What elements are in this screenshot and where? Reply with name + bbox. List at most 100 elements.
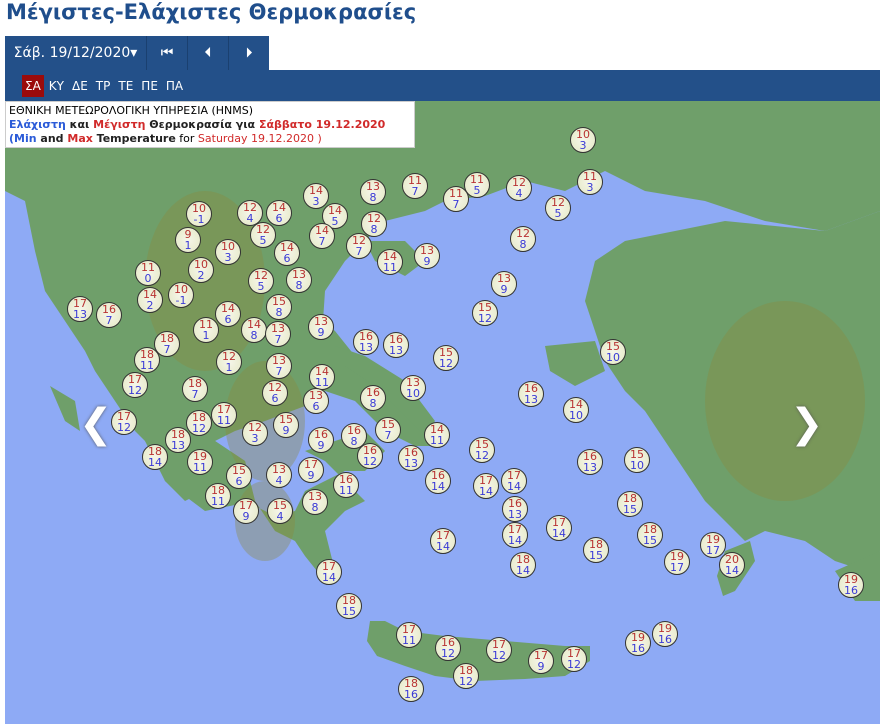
station-marker[interactable]: 17 11	[211, 402, 237, 428]
station-marker[interactable]: 18 15	[336, 593, 362, 619]
station-marker[interactable]: 14 8	[241, 317, 267, 343]
station-marker[interactable]: 18 7	[182, 376, 208, 402]
station-marker[interactable]: 13 9	[491, 271, 517, 297]
station-marker[interactable]: 17 14	[502, 522, 528, 548]
station-marker[interactable]: 17 12	[111, 409, 137, 435]
tab-day-wed[interactable]: ΤΕ	[118, 78, 134, 93]
station-marker[interactable]: 17 9	[298, 457, 324, 483]
station-marker[interactable]: 15 7	[375, 417, 401, 443]
first-day-button[interactable]: ⏮	[147, 36, 188, 70]
station-marker[interactable]: 17 12	[122, 372, 148, 398]
station-marker[interactable]: 13 4	[266, 462, 292, 488]
station-marker[interactable]: 18 14	[142, 444, 168, 470]
station-marker[interactable]: 11 0	[135, 260, 161, 286]
station-marker[interactable]: 16 12	[435, 635, 461, 661]
station-marker[interactable]: 12 8	[361, 211, 387, 237]
station-marker[interactable]: 18 13	[165, 427, 191, 453]
station-marker[interactable]: 15 6	[226, 463, 252, 489]
station-marker[interactable]: 14 3	[303, 183, 329, 209]
station-marker[interactable]: 13 8	[286, 267, 312, 293]
station-marker[interactable]: 14 11	[309, 364, 335, 390]
station-marker[interactable]: 13 8	[360, 179, 386, 205]
station-marker[interactable]: 12 7	[346, 233, 372, 259]
station-marker[interactable]: 15 12	[469, 437, 495, 463]
station-marker[interactable]: 14 2	[137, 287, 163, 313]
station-marker[interactable]: 18 15	[637, 522, 663, 548]
station-marker[interactable]: 14 11	[377, 249, 403, 275]
station-marker[interactable]: 16 13	[502, 496, 528, 522]
next-map-arrow[interactable]: ❯	[790, 401, 824, 447]
station-marker[interactable]: 18 12	[453, 663, 479, 689]
station-marker[interactable]: 12 5	[250, 222, 276, 248]
station-marker[interactable]: 15 12	[472, 300, 498, 326]
station-marker[interactable]: 13 9	[414, 243, 440, 269]
station-marker[interactable]: 16 13	[518, 381, 544, 407]
station-marker[interactable]: 16 14	[425, 468, 451, 494]
station-marker[interactable]: 19 16	[838, 572, 864, 598]
station-marker[interactable]: 16 13	[577, 449, 603, 475]
station-marker[interactable]: 14 7	[309, 223, 335, 249]
station-marker[interactable]: 15 12	[433, 345, 459, 371]
station-marker[interactable]: 12 5	[248, 268, 274, 294]
station-marker[interactable]: 16 7	[96, 302, 122, 328]
station-marker[interactable]: 17 11	[396, 622, 422, 648]
station-marker[interactable]: 15 9	[273, 412, 299, 438]
station-marker[interactable]: 18 11	[134, 347, 160, 373]
station-marker[interactable]: 14 6	[266, 200, 292, 226]
station-marker[interactable]: 13 8	[302, 489, 328, 515]
tab-day-sun[interactable]: ΚΥ	[48, 78, 64, 93]
station-marker[interactable]: 13 9	[308, 314, 334, 340]
station-marker[interactable]: 12 5	[545, 195, 571, 221]
station-marker[interactable]: 18 14	[510, 552, 536, 578]
station-marker[interactable]: 16 12	[357, 443, 383, 469]
station-marker[interactable]: 13 10	[400, 375, 426, 401]
station-marker[interactable]: 17 14	[501, 468, 527, 494]
station-marker[interactable]: 16 8	[360, 385, 386, 411]
station-marker[interactable]: 17 9	[233, 498, 259, 524]
station-marker[interactable]: 19 17	[664, 549, 690, 575]
station-marker[interactable]: 18 15	[617, 491, 643, 517]
station-marker[interactable]: 14 5	[322, 203, 348, 229]
previous-map-arrow[interactable]: ❮	[79, 401, 113, 447]
station-marker[interactable]: 12 3	[242, 420, 268, 446]
station-marker[interactable]: 17 14	[430, 528, 456, 554]
station-marker[interactable]: 13 7	[265, 321, 291, 347]
station-marker[interactable]: 15 8	[266, 294, 292, 320]
station-marker[interactable]: 20 14	[719, 552, 745, 578]
tab-day-fri[interactable]: ΠΑ	[165, 78, 184, 93]
station-marker[interactable]: 14 6	[274, 240, 300, 266]
tab-day-thu[interactable]: ΠΕ	[141, 78, 158, 93]
station-marker[interactable]: 15 10	[600, 339, 626, 365]
station-marker[interactable]: 10 -1	[186, 201, 212, 227]
station-marker[interactable]: 12 8	[510, 226, 536, 252]
tab-day-mon[interactable]: ΔΕ	[72, 78, 88, 93]
station-marker[interactable]: 19 11	[187, 449, 213, 475]
station-marker[interactable]: 16 9	[308, 427, 334, 453]
station-marker[interactable]: 17 13	[67, 296, 93, 322]
station-marker[interactable]: 18 15	[583, 537, 609, 563]
station-marker[interactable]: 13 7	[266, 353, 292, 379]
station-marker[interactable]: 17 9	[528, 648, 554, 674]
station-marker[interactable]: 12 6	[262, 380, 288, 406]
previous-day-button[interactable]: ⏴	[188, 36, 229, 70]
tab-day-tue[interactable]: ΤΡ	[95, 78, 111, 93]
station-marker[interactable]: 11 5	[464, 172, 490, 198]
station-marker[interactable]: 10 2	[188, 257, 214, 283]
station-marker[interactable]: 16 11	[333, 472, 359, 498]
station-marker[interactable]: 18 16	[398, 676, 424, 702]
date-dropdown[interactable]: Σάβ. 19/12/2020▾	[5, 36, 147, 70]
station-marker[interactable]: 11 7	[443, 186, 469, 212]
station-marker[interactable]: 12 4	[506, 175, 532, 201]
station-marker[interactable]: 17 12	[486, 637, 512, 663]
station-marker[interactable]: 12 1	[216, 349, 242, 375]
station-marker[interactable]: 19 16	[625, 630, 651, 656]
station-marker[interactable]: 16 13	[398, 445, 424, 471]
station-marker[interactable]: 13 6	[303, 388, 329, 414]
station-marker[interactable]: 14 11	[424, 422, 450, 448]
station-marker[interactable]: 18 12	[186, 410, 212, 436]
station-marker[interactable]: 14 10	[563, 397, 589, 423]
next-day-button[interactable]: ⏵	[229, 36, 269, 70]
station-marker[interactable]: 17 12	[561, 646, 587, 672]
tab-day-sat[interactable]: ΣΑ	[22, 74, 44, 97]
station-marker[interactable]: 15 4	[267, 498, 293, 524]
